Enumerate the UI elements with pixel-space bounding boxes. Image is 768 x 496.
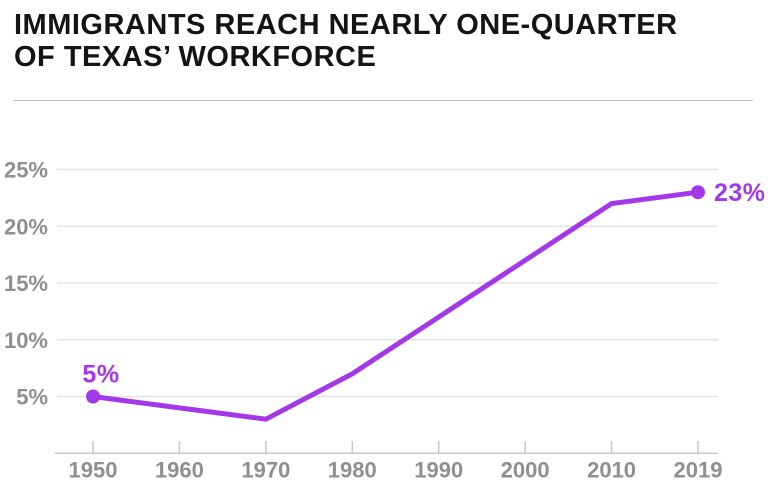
x-axis-tick-label: 2000 xyxy=(501,457,550,482)
x-axis-tick-label: 1980 xyxy=(328,457,377,482)
x-axis-tick-label: 1960 xyxy=(155,457,204,482)
x-axis-tick-label: 2019 xyxy=(674,457,723,482)
y-axis-tick-label: 5% xyxy=(16,385,48,410)
x-axis-tick-label: 1950 xyxy=(69,457,118,482)
data-line xyxy=(90,189,701,422)
chart-title-line-2: OF TEXAS’ WORKFORCE xyxy=(14,41,377,73)
point-value-label: 5% xyxy=(82,361,119,389)
header-divider xyxy=(13,100,753,101)
y-axis-tick-label: 20% xyxy=(4,214,48,239)
y-axis-tick-label: 15% xyxy=(4,271,48,296)
data-point-marker xyxy=(86,389,100,404)
line-chart: 5% 10% 15% 20% 25% 1950 1960 1970 1980 1990 2000 20… xyxy=(0,100,768,496)
chart-title-line-1: IMMIGRANTS REACH NEARLY ONE-QUARTER xyxy=(14,9,678,41)
data-point-marker xyxy=(691,185,705,200)
x-axis-tick-label: 1990 xyxy=(414,457,463,482)
y-axis-tick-label: 25% xyxy=(4,158,48,183)
point-value-label: 23% xyxy=(714,179,766,207)
x-axis-tick-label: 2010 xyxy=(587,457,636,482)
chart-canvas: 5% 10% 15% 20% 25% 1950 1960 1970 1980 1990 2000 20… xyxy=(4,158,766,483)
y-axis-tick-label: 10% xyxy=(4,328,48,353)
chart-title: IMMIGRANTS REACH NEARLY ONE-QUARTER OF T… xyxy=(14,9,678,73)
x-axis-tick-label: 1970 xyxy=(241,457,290,482)
